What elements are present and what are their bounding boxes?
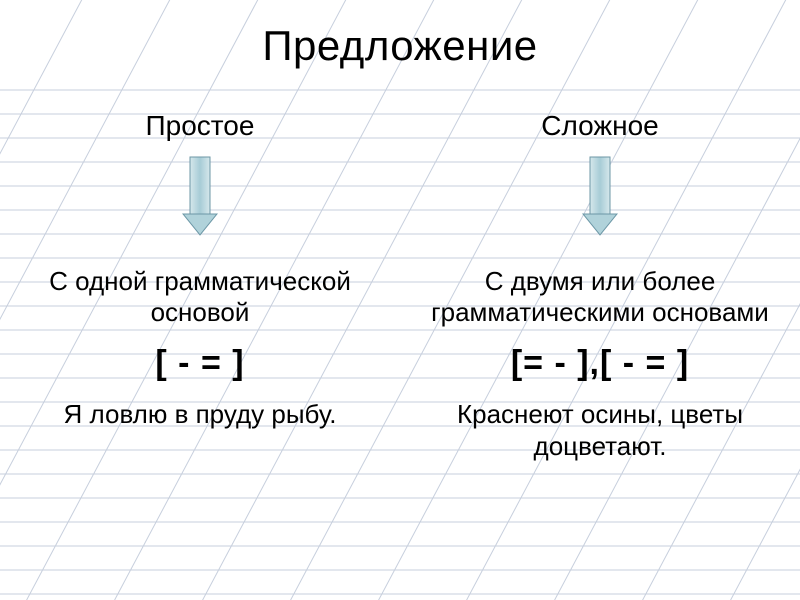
- column-heading: Простое: [146, 110, 255, 142]
- down-arrow-icon: [582, 156, 618, 236]
- arrow-container: [182, 156, 218, 236]
- column-description: С одной грамматической основой: [30, 266, 370, 328]
- column-schema: [= - ],[ - = ]: [511, 344, 689, 383]
- column-complex: Сложное С двумя или более грамматическим…: [430, 110, 770, 462]
- down-arrow-icon: [182, 156, 218, 236]
- column-example: Краснеют осины, цветы доцветают.: [430, 399, 770, 461]
- column-simple: Простое С одной грамматической основой […: [30, 110, 370, 462]
- column-heading: Сложное: [541, 110, 658, 142]
- columns-container: Простое С одной грамматической основой […: [0, 110, 800, 462]
- column-schema: [ - = ]: [155, 344, 244, 383]
- column-example: Я ловлю в пруду рыбу.: [64, 399, 337, 430]
- page-title: Предложение: [0, 0, 800, 70]
- column-description: С двумя или более грамматическими основа…: [430, 266, 770, 328]
- arrow-container: [582, 156, 618, 236]
